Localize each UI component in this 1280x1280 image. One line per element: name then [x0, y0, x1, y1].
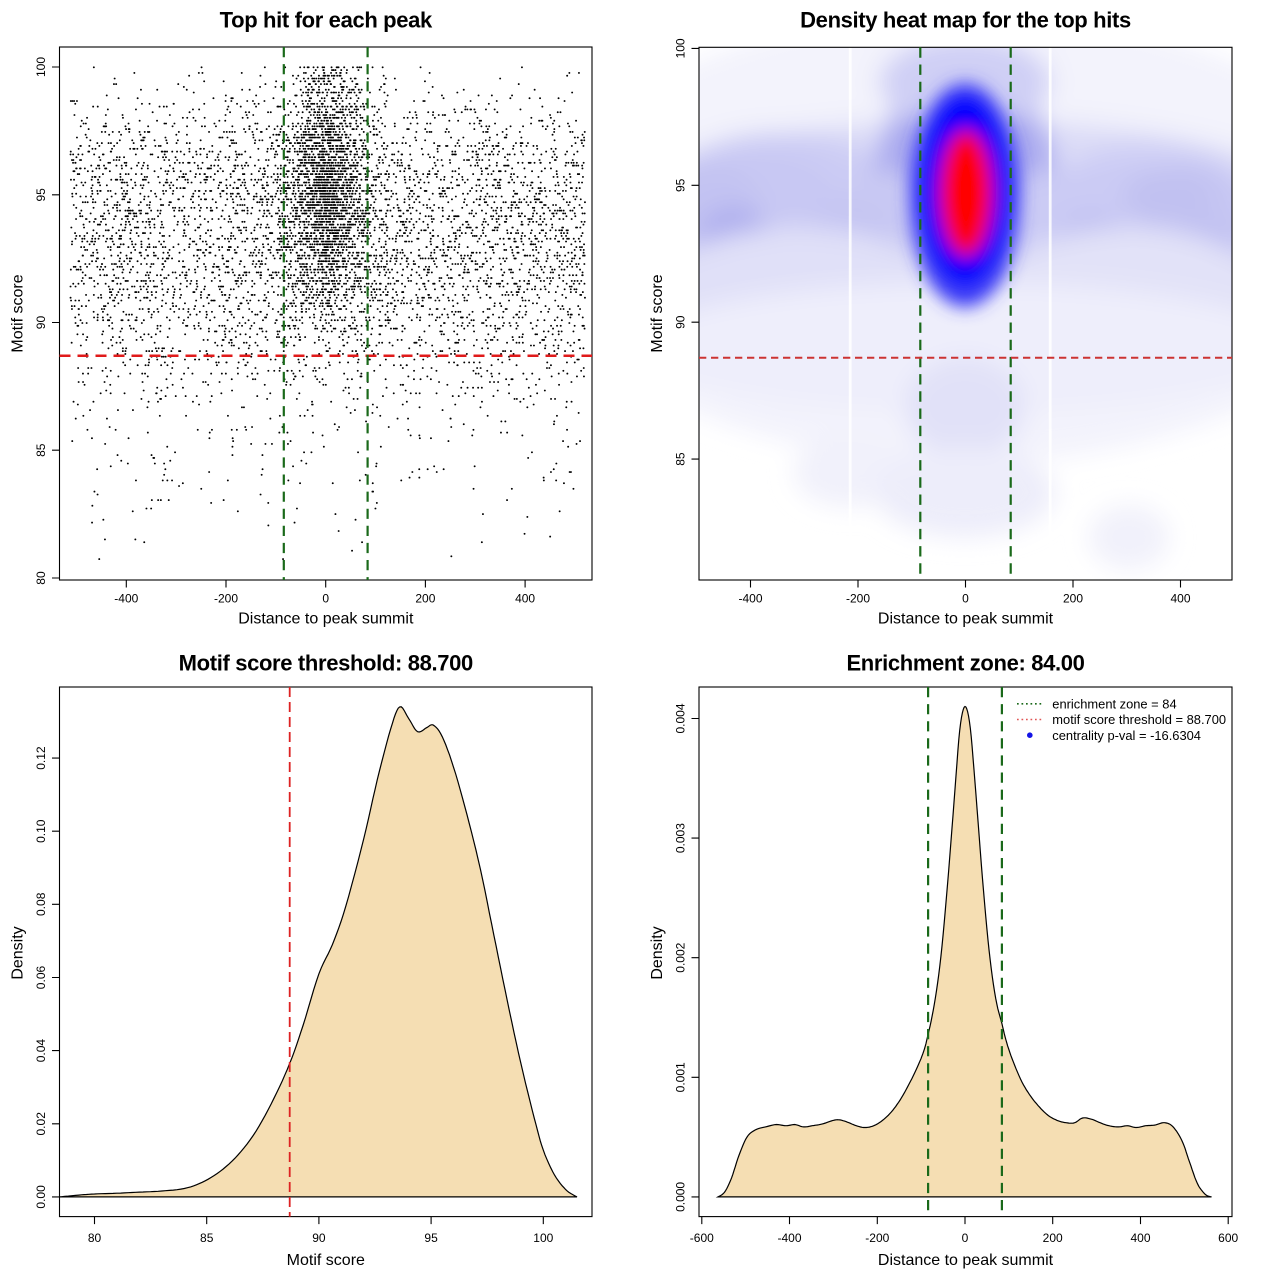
- svg-text:80: 80: [34, 571, 48, 585]
- svg-text:400: 400: [1130, 1231, 1150, 1245]
- svg-text:-400: -400: [738, 592, 762, 606]
- svg-text:-200: -200: [214, 592, 238, 606]
- svg-text:Distance to peak summit: Distance to peak summit: [878, 1252, 1054, 1269]
- svg-text:Density: Density: [9, 926, 26, 979]
- svg-text:0.001: 0.001: [674, 1062, 688, 1092]
- svg-text:Top hit for each peak: Top hit for each peak: [220, 8, 433, 33]
- svg-text:Motif score threshold: 88.700: Motif score threshold: 88.700: [179, 651, 473, 676]
- svg-text:Density: Density: [649, 926, 666, 979]
- svg-text:85: 85: [34, 443, 48, 457]
- svg-text:-600: -600: [690, 1231, 714, 1245]
- svg-text:0.12: 0.12: [34, 746, 48, 770]
- svg-text:-200: -200: [865, 1231, 889, 1245]
- svg-text:-400: -400: [114, 592, 138, 606]
- svg-text:0.00: 0.00: [34, 1185, 48, 1209]
- svg-text:Density heat map for the top h: Density heat map for the top hits: [800, 8, 1131, 33]
- svg-text:95: 95: [34, 188, 48, 202]
- svg-text:0.002: 0.002: [674, 942, 688, 972]
- svg-text:100: 100: [34, 57, 48, 77]
- svg-text:90: 90: [312, 1231, 326, 1245]
- svg-text:0: 0: [962, 1231, 969, 1245]
- svg-text:400: 400: [1170, 592, 1190, 606]
- svg-text:85: 85: [200, 1231, 214, 1245]
- svg-text:85: 85: [674, 452, 688, 466]
- svg-text:Distance to peak summit: Distance to peak summit: [878, 611, 1054, 628]
- svg-text:0.004: 0.004: [674, 703, 688, 733]
- svg-text:400: 400: [515, 592, 535, 606]
- svg-text:0: 0: [962, 592, 969, 606]
- svg-text:0: 0: [322, 592, 329, 606]
- svg-text:Enrichment zone: 84.00: Enrichment zone: 84.00: [846, 651, 1084, 676]
- svg-text:100: 100: [533, 1231, 553, 1245]
- svg-text:600: 600: [1218, 1231, 1238, 1245]
- svg-text:200: 200: [1043, 1231, 1063, 1245]
- svg-text:motif score threshold = 88.700: motif score threshold = 88.700: [1052, 712, 1226, 727]
- svg-text:0.04: 0.04: [34, 1039, 48, 1063]
- svg-text:0.000: 0.000: [674, 1182, 688, 1212]
- svg-text:0.02: 0.02: [34, 1112, 48, 1136]
- svg-text:80: 80: [88, 1231, 102, 1245]
- svg-text:100: 100: [674, 38, 688, 58]
- svg-text:enrichment zone = 84: enrichment zone = 84: [1052, 696, 1176, 711]
- svg-text:Distance to peak summit: Distance to peak summit: [238, 611, 414, 628]
- svg-text:Motif score: Motif score: [9, 274, 26, 352]
- svg-text:Motif score: Motif score: [287, 1252, 365, 1269]
- svg-text:200: 200: [415, 592, 435, 606]
- svg-text:-200: -200: [846, 592, 870, 606]
- svg-text:200: 200: [1063, 592, 1083, 606]
- svg-text:-400: -400: [777, 1231, 801, 1245]
- svg-text:95: 95: [674, 178, 688, 192]
- svg-text:0.10: 0.10: [34, 819, 48, 843]
- svg-text:90: 90: [34, 316, 48, 330]
- svg-text:Motif score: Motif score: [649, 274, 666, 352]
- svg-text:0.08: 0.08: [34, 892, 48, 916]
- svg-text:centrality p-val = -16.6304: centrality p-val = -16.6304: [1052, 728, 1201, 743]
- svg-text:90: 90: [674, 315, 688, 329]
- svg-text:0.06: 0.06: [34, 965, 48, 989]
- svg-text:95: 95: [424, 1231, 438, 1245]
- svg-text:0.003: 0.003: [674, 823, 688, 853]
